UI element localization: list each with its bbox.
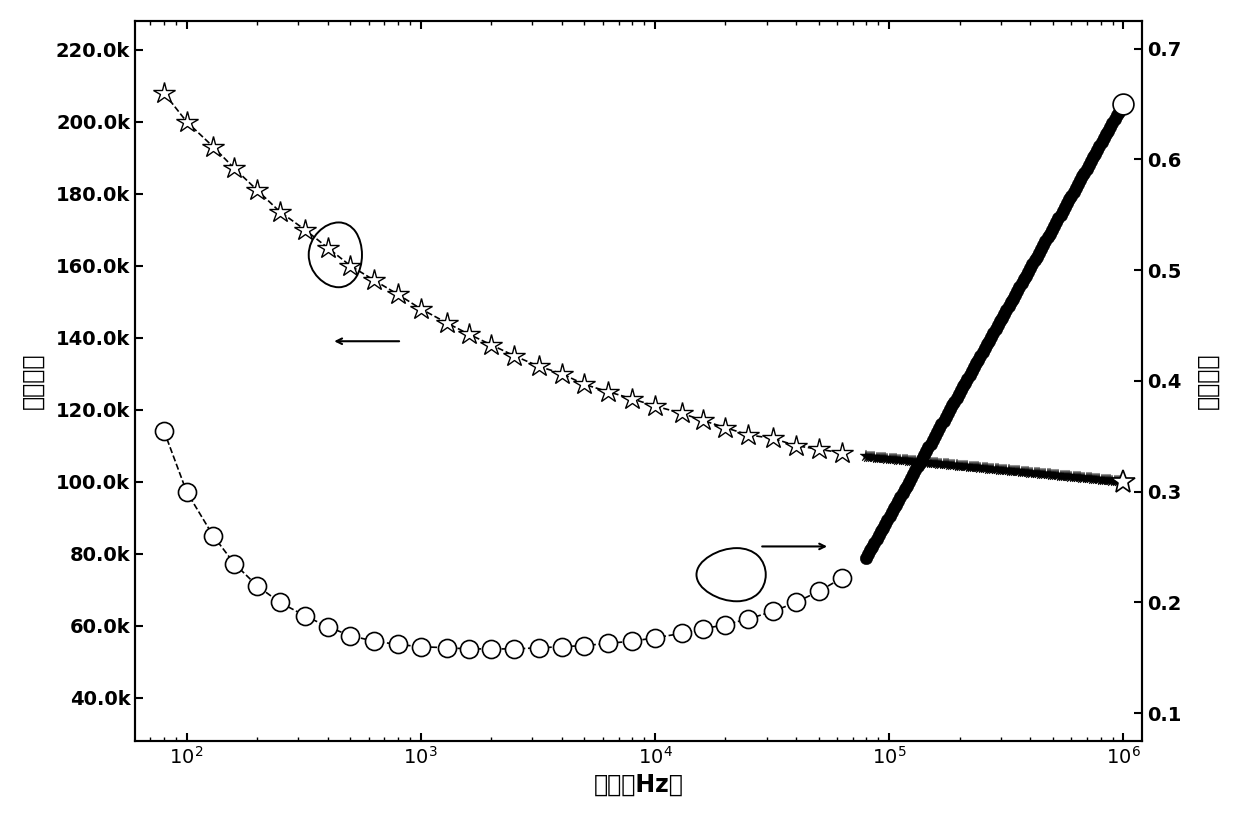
- Y-axis label: 介电常数: 介电常数: [21, 353, 45, 409]
- X-axis label: 频率（Hz）: 频率（Hz）: [594, 773, 683, 798]
- Y-axis label: 介电损耗: 介电损耗: [1195, 353, 1219, 409]
